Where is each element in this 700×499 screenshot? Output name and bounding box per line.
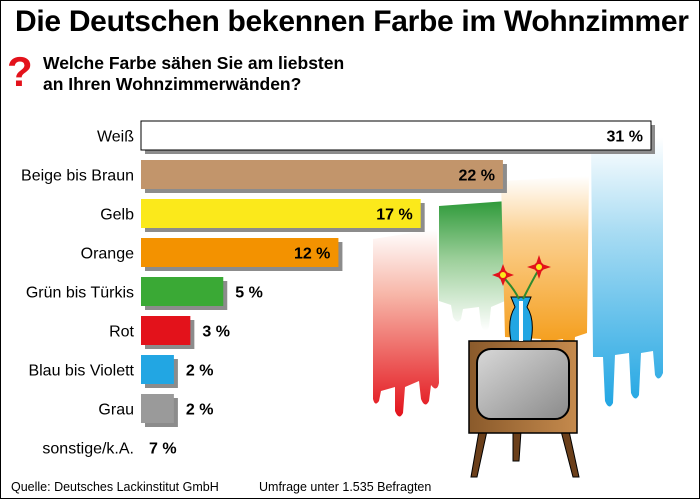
tv-screen (476, 348, 570, 420)
footer-survey: Umfrage unter 1.535 Befragten (259, 480, 432, 494)
question-mark-icon: ? (7, 48, 33, 95)
bar (141, 238, 339, 267)
value-label: 5 % (235, 285, 263, 302)
paint-stroke-blue (591, 137, 663, 407)
flower-left-icon (492, 264, 514, 286)
category-label: Grau (98, 402, 134, 419)
bar (141, 160, 503, 189)
value-label: 3 % (202, 324, 230, 341)
footer-source: Quelle: Deutsches Lackinstitut GmbH (11, 480, 219, 494)
value-label: 2 % (186, 402, 214, 419)
chart-subtitle: Welche Farbe sähen Sie am liebsten an Ih… (43, 53, 463, 95)
paint-stroke-red (373, 229, 439, 417)
vase-stripe (519, 301, 523, 341)
value-label: 17 % (376, 207, 412, 224)
category-label: Orange (81, 246, 134, 263)
category-label: Blau bis Violett (28, 363, 134, 380)
bar (141, 355, 174, 384)
category-label: Gelb (100, 207, 134, 224)
category-label: sonstige/k.A. (42, 441, 134, 458)
bar-series: Weiß 31 % Beige bis Braun 22 % Gelb 17 % Orang… (21, 120, 655, 458)
category-label: Grün bis Türkis (26, 285, 134, 302)
paint-stroke-green (439, 201, 507, 331)
bar (141, 277, 224, 306)
value-label: 2 % (186, 363, 214, 380)
bar (141, 394, 174, 423)
flower-right-icon (527, 255, 551, 279)
value-label: 22 % (458, 168, 494, 185)
value-label: 12 % (294, 246, 330, 263)
bar (141, 316, 191, 345)
chart-title: Die Deutschen bekennen Farbe im Wohnzimm… (15, 5, 689, 38)
tv-leg-middle (512, 430, 522, 462)
subtitle-line-2: an Ihren Wohnzimmerwänden? (43, 74, 302, 94)
value-label: 31 % (607, 129, 643, 146)
category-label: Rot (109, 324, 134, 341)
tv-illustration (468, 255, 580, 478)
value-label: 7 % (149, 441, 177, 458)
tv-leg-right (560, 430, 580, 478)
bar (140, 120, 652, 151)
bar (141, 199, 421, 228)
category-label: Beige bis Braun (21, 168, 134, 185)
subtitle-line-1: Welche Farbe sähen Sie am liebsten (43, 53, 345, 73)
category-label: Weiß (97, 129, 134, 146)
tv-leg-left (470, 430, 488, 478)
